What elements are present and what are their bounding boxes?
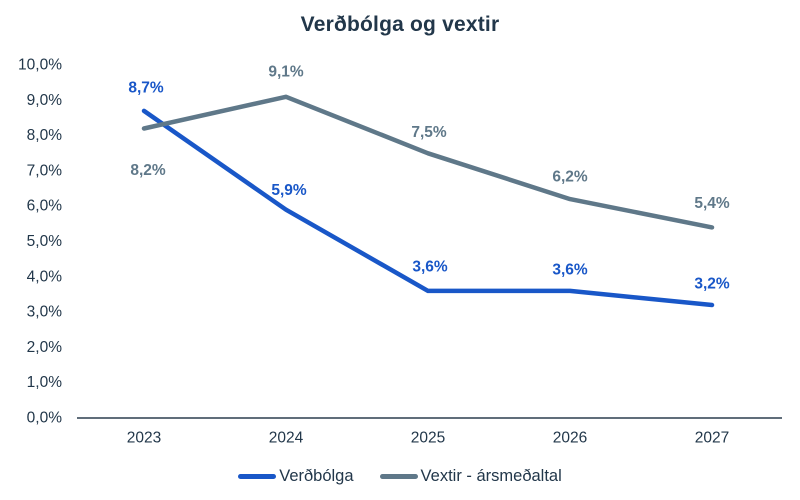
legend-item-vextir: Vextir - ársmeðaltal (379, 466, 562, 486)
y-axis-tick-label: 10,0% (18, 57, 62, 74)
x-axis-tick-label: 2023 (127, 430, 161, 447)
legend-swatch (379, 473, 418, 479)
data-label: 6,2% (552, 169, 588, 186)
y-axis-tick-label: 6,0% (27, 198, 63, 215)
y-axis-tick-label: 4,0% (27, 268, 63, 285)
data-label: 8,2% (130, 162, 166, 179)
data-label: 7,5% (411, 124, 447, 141)
x-axis-tick-label: 2025 (411, 430, 445, 447)
data-label: 5,9% (271, 182, 307, 199)
series-line-verdbolga (141, 108, 715, 308)
y-axis-tick-label: 2,0% (27, 339, 63, 356)
chart-legend: Verðbólga Vextir - ársmeðaltal (0, 463, 800, 489)
data-label: 8,7% (128, 79, 164, 96)
data-label: 3,6% (412, 258, 448, 275)
data-label: 3,2% (694, 276, 730, 293)
y-axis-tick-label: 9,0% (27, 92, 63, 109)
x-axis-tick-label: 2026 (553, 430, 587, 447)
y-axis-tick-label: 8,0% (27, 127, 63, 144)
series-line-vextir (141, 94, 715, 230)
y-axis-tick-label: 3,0% (27, 304, 63, 321)
data-label: 3,6% (552, 261, 588, 278)
y-axis-tick-label: 0,0% (27, 410, 63, 427)
data-label: 5,4% (694, 195, 730, 212)
chart-title: Verðbólga og vextir (300, 13, 500, 36)
y-axis-tick-label: 5,0% (27, 233, 63, 250)
data-label: 9,1% (268, 63, 304, 80)
legend-label: Verðbólga (279, 466, 354, 485)
y-axis-tick-label: 1,0% (27, 374, 63, 391)
y-axis-tick-label: 7,0% (27, 162, 63, 179)
x-axis-tick-label: 2024 (269, 430, 304, 447)
legend-label: Vextir - ársmeðaltal (420, 466, 562, 485)
x-axis-tick-label: 2027 (695, 430, 729, 447)
legend-item-verdbolga: Verðbólga (238, 466, 354, 486)
legend-swatch (238, 473, 277, 479)
